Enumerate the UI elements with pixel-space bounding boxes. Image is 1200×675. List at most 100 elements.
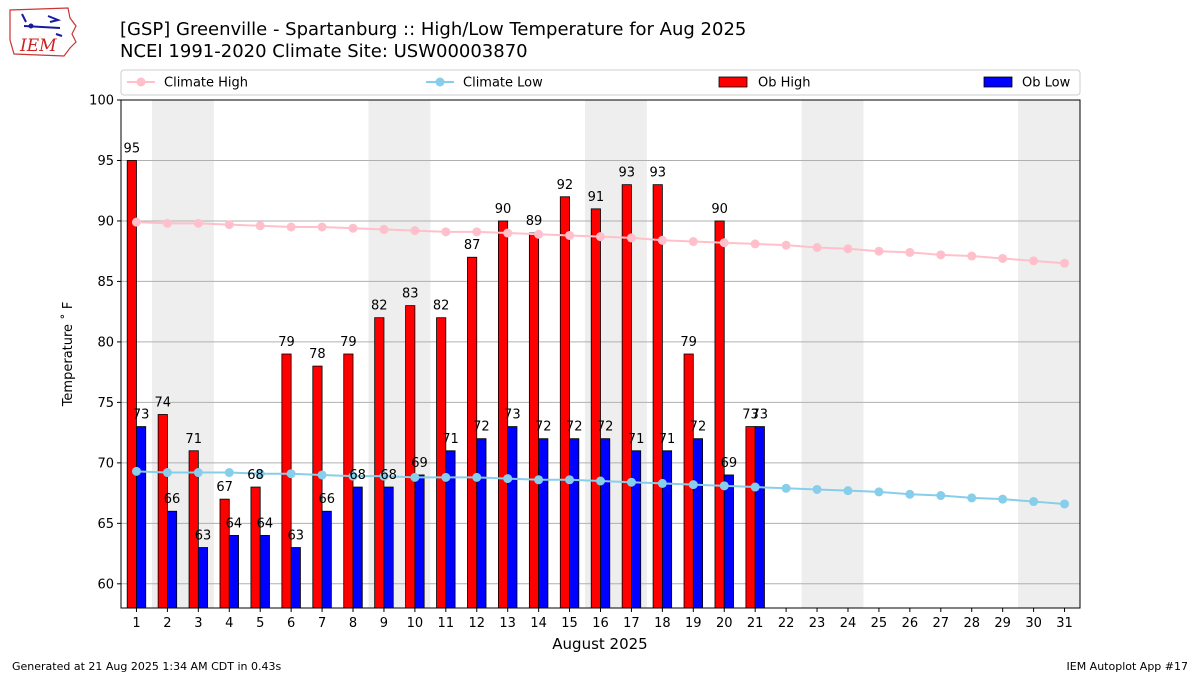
x-tick-label-8: 8 [349, 616, 357, 631]
bar-ob-low-5 [259, 535, 270, 609]
station-dot-icon [28, 23, 34, 29]
label-ob-low-9: 68 [380, 468, 397, 483]
climate-low-point-2 [162, 468, 172, 478]
climate-high-point-3 [193, 218, 203, 228]
label-ob-low-4: 64 [226, 516, 243, 531]
x-tick-label-16: 16 [592, 616, 609, 631]
climate-low-point-27 [936, 491, 946, 501]
climate-low-point-9 [379, 471, 389, 481]
climate-high-point-23 [812, 243, 822, 253]
x-tick-label-1: 1 [132, 616, 140, 631]
label-ob-low-6: 63 [288, 529, 305, 544]
climate-high-point-25 [874, 246, 884, 256]
climate-low-point-18 [657, 478, 667, 488]
bar-ob-low-4 [228, 535, 239, 609]
label-ob-high-8: 79 [340, 335, 357, 350]
bar-ob-high-9 [374, 317, 385, 609]
label-ob-high-1: 95 [124, 141, 141, 156]
label-ob-low-2: 66 [164, 492, 181, 507]
bar-ob-high-17 [621, 184, 632, 609]
x-tick-label-5: 5 [256, 616, 264, 631]
legend-climate-low-marker [435, 77, 445, 87]
climate-low-point-21 [750, 482, 760, 492]
climate-high-point-18 [657, 235, 667, 245]
weekend-band-3 [801, 100, 864, 608]
x-tick-label-10: 10 [407, 616, 424, 631]
label-ob-high-20: 90 [711, 202, 728, 217]
chart-title: [GSP] Greenville - Spartanburg :: High/L… [120, 19, 746, 40]
x-tick-label-29: 29 [994, 616, 1011, 631]
y-tick-label-80: 80 [97, 335, 114, 350]
label-ob-low-11: 71 [442, 432, 459, 447]
climate-high-point-13 [503, 228, 513, 238]
climate-low-point-3 [193, 468, 203, 478]
climate-low-point-6 [286, 469, 296, 479]
label-ob-high-17: 93 [619, 166, 636, 181]
climate-high-point-21 [750, 239, 760, 249]
climate-low-point-23 [812, 484, 822, 494]
climate-high-point-4 [224, 220, 234, 230]
y-tick-label-60: 60 [97, 577, 114, 592]
weather-symbol-icon [21, 13, 63, 37]
label-ob-high-7: 78 [309, 347, 326, 362]
label-ob-low-13: 73 [504, 408, 521, 423]
bar-ob-low-17 [631, 450, 642, 609]
legend-ob-low-label: Ob Low [1022, 76, 1071, 91]
climate-low-point-20 [719, 481, 729, 491]
x-tick-label-12: 12 [468, 616, 485, 631]
y-tick-label-65: 65 [97, 517, 114, 532]
bar-ob-high-1 [126, 160, 137, 609]
climate-low-point-31 [1060, 499, 1070, 509]
x-tick-label-28: 28 [963, 616, 980, 631]
x-tick-label-4: 4 [225, 616, 233, 631]
bar-ob-low-2 [167, 510, 178, 609]
climate-low-point-15 [565, 475, 575, 485]
label-ob-low-19: 72 [690, 420, 707, 435]
x-tick-label-23: 23 [809, 616, 826, 631]
label-ob-high-19: 79 [680, 335, 697, 350]
x-tick-label-7: 7 [318, 616, 326, 631]
legend-item-ob-high: Ob High [718, 76, 811, 91]
bar-ob-low-12 [476, 438, 487, 609]
climate-low-point-12 [472, 472, 482, 482]
climate-low-point-8 [348, 471, 358, 481]
legend-climate-high-marker [136, 77, 146, 87]
iem-logo: IEM [9, 7, 77, 57]
x-tick-label-11: 11 [438, 616, 455, 631]
label-ob-high-6: 79 [278, 335, 295, 350]
bar-ob-low-8 [352, 486, 363, 609]
label-ob-low-5: 64 [257, 516, 274, 531]
y-tick-label-75: 75 [97, 396, 114, 411]
climate-high-point-15 [565, 230, 575, 240]
bar-ob-low-7 [321, 510, 332, 609]
climate-low-point-28 [967, 493, 977, 503]
chart-subtitle: NCEI 1991-2020 Climate Site: USW00003870 [120, 41, 528, 62]
x-tick-label-18: 18 [654, 616, 671, 631]
label-ob-low-21: 73 [752, 408, 769, 423]
bar-ob-low-16 [600, 438, 611, 609]
bar-ob-high-21 [745, 426, 756, 609]
label-ob-low-20: 69 [721, 456, 738, 471]
label-ob-low-16: 72 [597, 420, 614, 435]
label-ob-high-13: 90 [495, 202, 512, 217]
climate-high-point-5 [255, 221, 265, 231]
y-tick-label-85: 85 [97, 275, 114, 290]
weekend-band-4 [1018, 100, 1080, 608]
climate-high-point-16 [596, 232, 605, 242]
label-ob-low-18: 71 [659, 432, 676, 447]
legend-climate-high-label: Climate High [164, 76, 248, 91]
climate-low-point-26 [905, 489, 915, 499]
climate-high-point-20 [719, 238, 729, 248]
climate-high-point-7 [317, 222, 327, 232]
x-tick-label-30: 30 [1025, 616, 1042, 631]
bar-ob-high-18 [652, 184, 663, 609]
climate-low-point-25 [874, 487, 884, 497]
bar-ob-low-9 [383, 486, 394, 609]
bar-ob-low-20 [723, 474, 734, 609]
x-axis-label: August 2025 [552, 635, 647, 653]
climate-low-point-10 [410, 472, 420, 482]
climate-high-point-19 [688, 237, 698, 247]
x-tick-label-13: 13 [499, 616, 516, 631]
label-ob-high-4: 67 [216, 480, 233, 495]
